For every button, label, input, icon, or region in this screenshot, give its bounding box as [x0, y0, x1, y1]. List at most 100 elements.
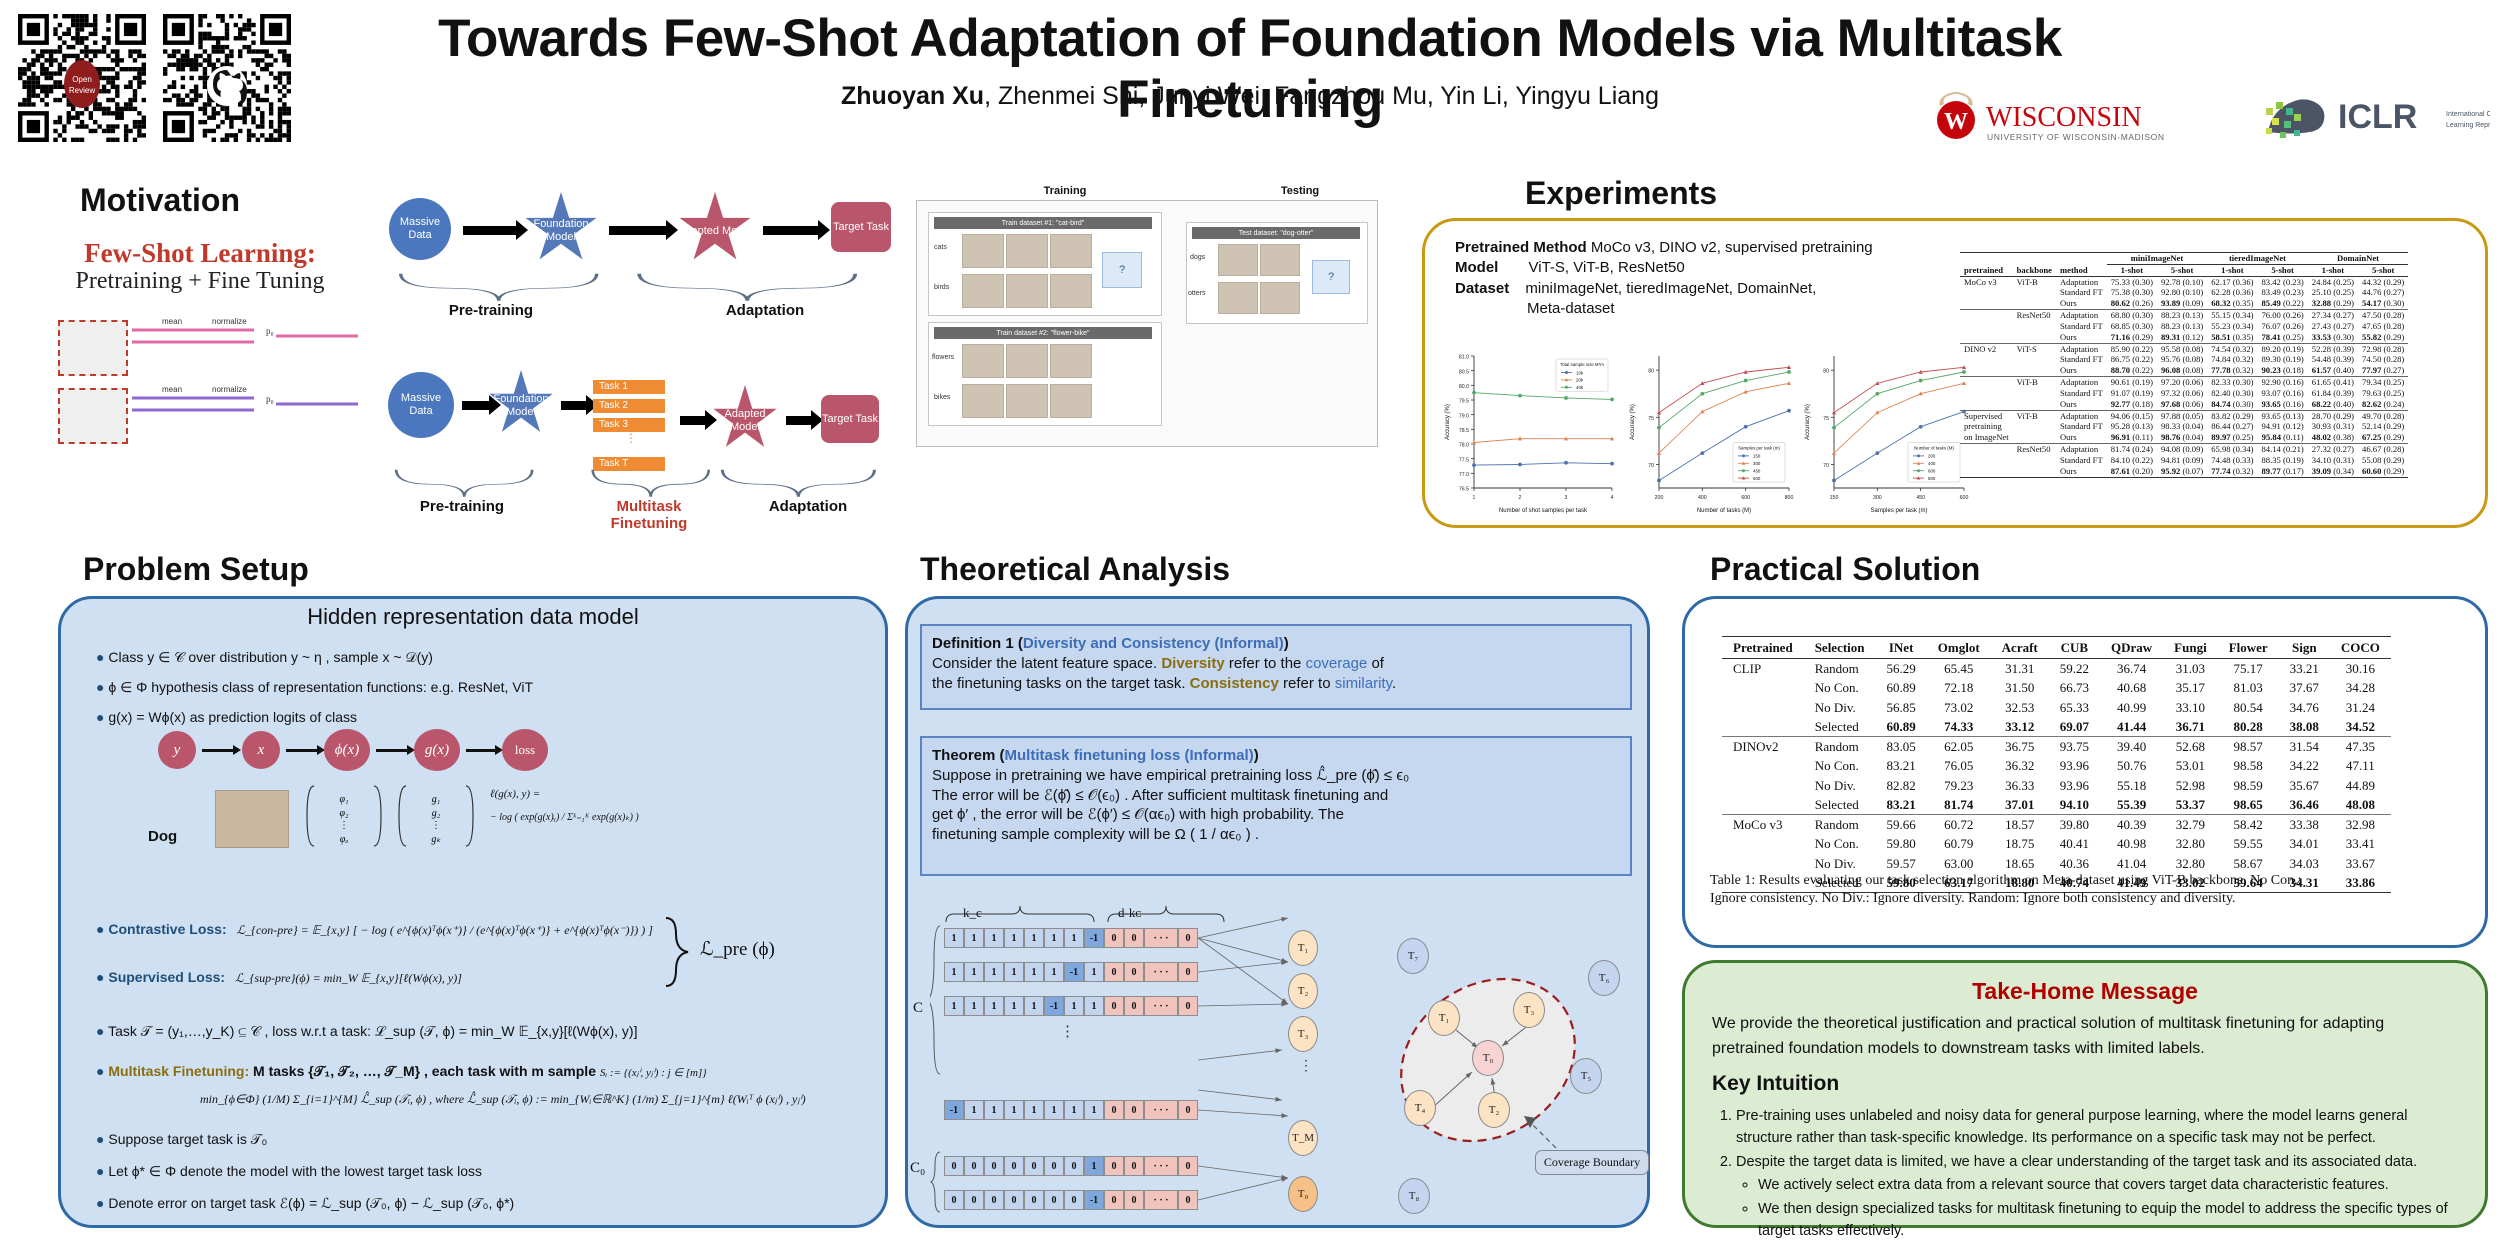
table-cell: 79.23	[1944, 777, 1974, 793]
table-cell: 95.58 (0.08)	[2156, 342, 2208, 355]
table-cell: 39.09 (0.34)	[2307, 465, 2359, 478]
pipeline1-node-adapted-model: Adapted Model	[679, 192, 751, 260]
table-cell: Selected	[1803, 872, 1876, 894]
matrix-cell: 0	[1178, 996, 1198, 1016]
section-title-practical: Practical Solution	[1710, 551, 1981, 587]
table-cell	[2013, 354, 2056, 365]
table-cell: 34.22	[2289, 758, 2319, 774]
matrix-cell: 0	[1064, 1190, 1084, 1210]
table-cell: No Con.	[1814, 836, 1859, 852]
matrix-row-label-C0: C₀	[910, 1160, 926, 1176]
matrix-cell: 1	[1084, 1100, 1104, 1120]
pipeline2-label-2: Adapted Model	[724, 407, 766, 433]
matrix-task-ellipsis: ⋮	[1299, 1057, 1313, 1073]
logo-iclr: ICLR International Conference On Learnin…	[2260, 88, 2500, 150]
svg-text:78.5: 78.5	[1459, 428, 1469, 434]
matrix-cell: 1	[1004, 1100, 1024, 1120]
ps-node-x: x	[242, 731, 280, 769]
ps-tail-text-0: Suppose target task is 𝒯₀	[108, 1131, 268, 1147]
matrix-cell: 1	[944, 996, 964, 1016]
table-cell: 82.62 (0.24)	[2362, 398, 2405, 409]
table-cell: Standard FT	[2059, 421, 2103, 432]
table-cell: 41.44	[2116, 718, 2147, 734]
pipeline1-braces	[398, 273, 858, 301]
table-cell: 30.93 (0.31)	[2311, 421, 2355, 432]
table-cell: ViT-B	[2012, 409, 2056, 422]
table-row: Standard FT 75.38 (0.30) 92.80 (0.10) 62.28…	[1960, 287, 2408, 298]
table-cell: 85.90 (0.22)	[2106, 342, 2157, 355]
table-cell: 95.92 (0.07)	[2156, 465, 2208, 478]
bullet-dot: ●	[96, 921, 105, 937]
matrix-cell: · · ·	[1144, 928, 1178, 948]
matrix-cell: 1	[1084, 1156, 1104, 1176]
pipeline2-arrow-3	[680, 410, 717, 430]
motivation-image-top	[58, 320, 128, 376]
ps-supervised-label: Supervised Loss:	[108, 969, 226, 985]
table-cell: No Div.	[1814, 855, 1856, 871]
train-task-2-title: Train dataset #2: "flower-bike"	[934, 327, 1152, 339]
table-cell	[2013, 321, 2056, 332]
pipeline1-arrow-3	[763, 220, 830, 240]
coverage-node-T5: T₅	[1570, 1058, 1602, 1094]
table-cell: 93.07 (0.16)	[2261, 387, 2304, 398]
table-cell: Ours	[2059, 331, 2077, 342]
pipeline2-label-3: Target Task	[821, 412, 879, 425]
svg-text:Accuracy (%): Accuracy (%)	[1445, 404, 1451, 440]
table-cell: 40.99	[2116, 699, 2147, 715]
table-cell	[1722, 795, 1804, 815]
ps-multitask-bullet: ● Multitask Finetuning: M tasks {𝒯₁, 𝒯₂,…	[96, 1062, 876, 1080]
logo-wisconsin: W WISCONSIN UNIVERSITY OF WISCONSIN-MADI…	[1930, 90, 2220, 150]
problem-setup-heading: Hidden representation data model	[307, 604, 639, 629]
experiments-meta-label-1: Model	[1455, 259, 1499, 277]
table-cell: 94.06 (0.15)	[2106, 409, 2157, 422]
qr-code-github[interactable]	[163, 14, 291, 142]
theorem-heading-bold: Theorem (	[932, 747, 1005, 764]
coverage-node-T0: T₀	[1472, 1040, 1504, 1076]
table-cell	[1960, 309, 2013, 321]
table-cell: 58.51 (0.35)	[2211, 331, 2254, 342]
pipeline1-arrow-1	[463, 220, 528, 240]
table-group-header: miniImageNet	[2106, 252, 2208, 265]
svg-text:g₁: g₁	[432, 794, 440, 805]
table-cell: 52.98	[2175, 777, 2206, 793]
table-cell: 75.17	[2233, 661, 2263, 677]
svg-text:Samples per task (m): Samples per task (m)	[1738, 445, 1780, 450]
matrix-cell: 0	[1178, 1100, 1198, 1120]
table-group-header: DomainNet	[2307, 252, 2409, 265]
motivation-image-bottom	[58, 388, 128, 444]
table-cell: Standard FT	[2059, 354, 2103, 365]
table-cell: Ours	[2059, 298, 2077, 309]
table-cell: 94.81 (0.09)	[2160, 454, 2204, 465]
train-task-1-title: Train dataset #1: "cat-bird"	[934, 217, 1152, 229]
qr-code-openreview[interactable]: Open Review	[18, 14, 146, 142]
table-cell: 97.32 (0.06)	[2160, 387, 2204, 398]
table-cell: No Con.	[1814, 758, 1859, 774]
table-cell: 82.33 (0.30)	[2207, 376, 2258, 388]
table-row: DINOv2 Random 83.05 62.05 36.75 93.75 39.40 52.…	[1722, 736, 2391, 757]
table-cell: 59.55	[2233, 836, 2263, 852]
table-cell: 81.03	[2233, 680, 2263, 696]
table-cell: 83.42 (0.23)	[2261, 276, 2304, 287]
table-cell	[2013, 365, 2056, 376]
matrix-cell: -1	[1084, 928, 1104, 948]
table-cell: 77.97 (0.27)	[2362, 365, 2405, 376]
train-thumb-2d	[962, 384, 1004, 418]
table-cell: 33.67	[2345, 855, 2376, 871]
table-cell: 55.39	[2116, 796, 2147, 812]
table-cell: 47.11	[2346, 758, 2375, 774]
matrix-cell: 1	[1064, 928, 1084, 948]
matrix-cell: 0	[964, 1190, 984, 1210]
experiments-meta: Pretrained Method MoCo v3, DINO v2, supe…	[1455, 238, 1925, 319]
svg-text:79.0: 79.0	[1459, 413, 1469, 419]
dog-label: Dog	[148, 828, 178, 845]
table-cell	[1722, 698, 1804, 717]
table-cell: 97.20 (0.06)	[2156, 376, 2208, 388]
table-cell: Adaptation	[2055, 309, 2107, 321]
table-cell: 44.89	[2345, 777, 2376, 793]
table-cell: 53.01	[2175, 758, 2206, 774]
definition-line-1: Consider the latent feature space. Diver…	[932, 654, 1620, 674]
table-cell: Standard FT	[2059, 454, 2103, 465]
definition-box: Definition 1 (Diversity and Consistency …	[920, 624, 1632, 710]
test-thumb-b	[1260, 244, 1300, 276]
table-cell: 61.65 (0.41)	[2307, 376, 2359, 388]
